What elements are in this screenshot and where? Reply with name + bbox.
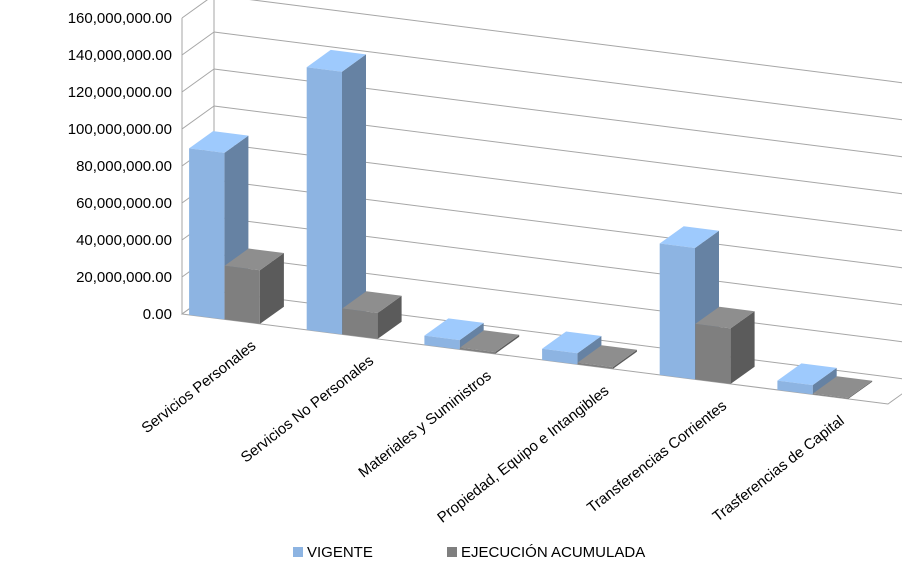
bar-top (542, 331, 602, 354)
bar-ejecuci-n-acumulada-2 (459, 330, 520, 354)
bar-front (459, 347, 496, 354)
side-wall-line (181, 31, 215, 56)
bar-front (542, 348, 578, 365)
bar-top (695, 306, 755, 329)
bar-top (306, 49, 366, 72)
side-wall-line (181, 105, 215, 130)
y-tick-label: 20,000,000.00 (76, 269, 172, 286)
bars (189, 49, 873, 399)
bar-side (495, 334, 520, 354)
gridline (249, 0, 902, 84)
bar-top (459, 330, 520, 353)
bar-front (577, 362, 613, 369)
bar-top (577, 345, 637, 368)
category-label: Servicios Personales (138, 337, 259, 437)
bar-side (730, 311, 755, 384)
side-wall-line (181, 0, 208, 19)
bar-side (459, 322, 484, 350)
legend-swatch (293, 547, 303, 557)
bar-vigente-1 (306, 49, 366, 335)
bar-ejecuci-n-acumulada-1 (342, 291, 402, 339)
bar-top (424, 318, 484, 341)
category-label: Servicios No Personales (238, 352, 377, 466)
bar-ejecuci-n-acumulada-4 (695, 306, 755, 384)
bar-top (777, 363, 837, 386)
bar-side (577, 336, 602, 365)
legend-item-ejecuci-n-acumulada: EJECUCIÓN ACUMULADA (447, 544, 645, 561)
y-tick-label: 160,000,000.00 (68, 10, 172, 27)
bar-front (695, 323, 731, 384)
bar-vigente-5 (777, 363, 837, 395)
category-label: Materiales y Suministros (355, 367, 494, 481)
bar-top (224, 248, 284, 271)
bar-side (342, 54, 366, 335)
bar-front (777, 380, 813, 395)
bar-vigente-2 (424, 318, 484, 350)
bar-side (259, 253, 284, 324)
category-label: Trasferencias de Capital (709, 412, 847, 525)
bar-front (659, 243, 695, 380)
category-label: Transferencias Corrientes (584, 397, 730, 516)
y-tick-label: 60,000,000.00 (76, 195, 172, 212)
bar-top (189, 131, 249, 153)
bar-side (377, 295, 402, 339)
bar-ejecuci-n-acumulada-3 (577, 345, 637, 369)
y-tick-label: 120,000,000.00 (68, 84, 172, 101)
legend-label: EJECUCIÓN ACUMULADA (461, 544, 645, 561)
bar-front (189, 148, 225, 320)
bar-front (306, 67, 342, 335)
y-tick-label: 100,000,000.00 (68, 121, 172, 138)
y-axis: 0.00 20,000,000.00 40,000,000.00 60,000,000… (68, 10, 183, 323)
bar-front (424, 335, 460, 350)
bar-front (812, 393, 849, 399)
legend-label: VIGENTE (307, 544, 373, 561)
gridlines (180, 0, 902, 405)
legend-item-vigente: VIGENTE (293, 544, 373, 561)
bar-top (812, 376, 873, 398)
gridline (213, 31, 902, 121)
bar-side (848, 380, 873, 399)
bar-top (342, 291, 402, 313)
legend: VIGENTE EJECUCIÓN ACUMULADA (293, 544, 645, 561)
side-wall-line (181, 68, 215, 93)
bar-front (342, 308, 378, 339)
bar-top (659, 226, 719, 248)
legend-swatch (447, 547, 457, 557)
y-tick-label: 40,000,000.00 (76, 232, 172, 249)
bar-side (812, 367, 837, 395)
y-tick-label: 140,000,000.00 (68, 47, 172, 64)
bar-ejecuci-n-acumulada-0 (224, 248, 284, 324)
bar-front (224, 265, 260, 324)
y-tick-label: 0.00 (143, 306, 172, 323)
bar-vigente-3 (542, 331, 602, 365)
bar-side (612, 349, 637, 369)
bar-ejecuci-n-acumulada-5 (812, 376, 873, 399)
y-tick-label: 80,000,000.00 (76, 158, 172, 175)
